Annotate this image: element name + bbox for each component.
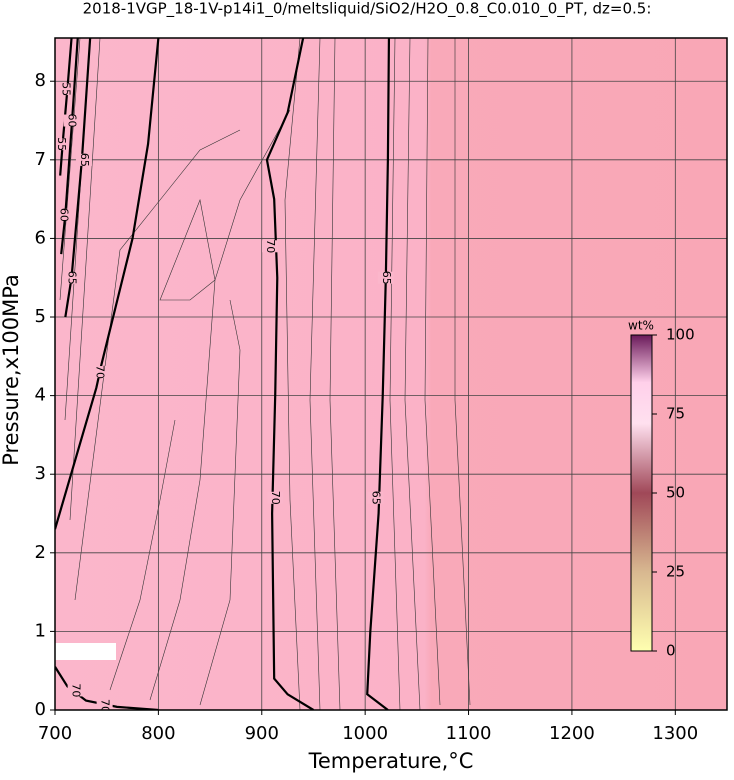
y-tick-label: 7 bbox=[35, 149, 46, 170]
y-tick-label: 5 bbox=[35, 306, 46, 327]
x-tick-label: 1200 bbox=[549, 723, 595, 744]
contour-line bbox=[59, 38, 73, 176]
y-tick-label: 4 bbox=[35, 385, 46, 406]
contour-line bbox=[265, 38, 315, 710]
y-tick-label: 8 bbox=[35, 70, 46, 91]
contour-label: 60 bbox=[66, 114, 79, 128]
contour-label-bg bbox=[367, 491, 384, 504]
contour-label-bg bbox=[57, 83, 74, 96]
x-tick-label: 1100 bbox=[446, 723, 492, 744]
x-tick-label: 900 bbox=[245, 723, 279, 744]
contour-label-bg bbox=[96, 700, 113, 710]
contour-label-bg bbox=[91, 366, 108, 379]
colorbar-label: wt% bbox=[628, 319, 654, 333]
y-axis-label: Pressure,x100MPa bbox=[0, 274, 23, 466]
y-tick-label: 0 bbox=[35, 699, 46, 720]
chart-title: 2018-1VGP_18-1V-p14i1_0/meltsliquid/SiO2… bbox=[83, 0, 652, 19]
x-tick-label: 700 bbox=[38, 723, 72, 744]
colorbar-tick-label: 100 bbox=[666, 326, 695, 344]
contour-label: 70 bbox=[99, 699, 112, 713]
thin-contours bbox=[59, 38, 471, 710]
contour-label: 65 bbox=[78, 153, 91, 167]
colorbar bbox=[630, 334, 653, 652]
y-tick-label: 1 bbox=[35, 620, 46, 641]
contour-label-bg bbox=[63, 114, 80, 127]
contour-label: 65 bbox=[380, 271, 393, 285]
y-tick-label: 6 bbox=[35, 227, 46, 248]
contour-label-bg bbox=[75, 153, 92, 166]
contour-line bbox=[60, 38, 79, 255]
x-tick-label: 800 bbox=[141, 723, 175, 744]
contour-label: 55 bbox=[59, 82, 72, 96]
x-axis-label: Temperature,°C bbox=[308, 749, 474, 773]
colorbar-tick-label: 0 bbox=[666, 642, 676, 660]
contour-line bbox=[64, 38, 92, 318]
colorbar-tick-label: 50 bbox=[666, 484, 685, 502]
plot-frame bbox=[54, 37, 728, 711]
contour-label: 70 bbox=[264, 239, 277, 253]
colorbar-tick-label: 25 bbox=[666, 563, 685, 581]
contour-line bbox=[55, 38, 160, 530]
contour-label-bg bbox=[55, 208, 72, 221]
contour-line bbox=[55, 666, 159, 710]
masked-region bbox=[55, 643, 116, 660]
plot-background bbox=[55, 38, 727, 710]
x-tick-label: 1300 bbox=[652, 723, 698, 744]
contour-label: 60 bbox=[57, 208, 70, 222]
contour-label: 65 bbox=[66, 271, 79, 285]
contour-label: 70 bbox=[93, 365, 106, 379]
contour-label: 65 bbox=[369, 491, 382, 505]
y-tick-label: 2 bbox=[35, 542, 46, 563]
contour-label-bg bbox=[55, 138, 70, 151]
contour-label-bg bbox=[67, 684, 84, 697]
contour-label-bg bbox=[63, 271, 80, 284]
contour-label: 70 bbox=[70, 683, 83, 697]
y-tick-label: 3 bbox=[35, 463, 46, 484]
x-tick-label: 1000 bbox=[342, 723, 388, 744]
contour-label-bg bbox=[267, 491, 284, 504]
contour-label: 55 bbox=[55, 137, 68, 151]
colorbar-tick-label: 75 bbox=[666, 405, 685, 423]
contour-label: 70 bbox=[269, 491, 282, 505]
contour-label-bg bbox=[262, 240, 279, 253]
contour-line bbox=[366, 38, 391, 710]
contour-label-bg bbox=[377, 271, 394, 284]
